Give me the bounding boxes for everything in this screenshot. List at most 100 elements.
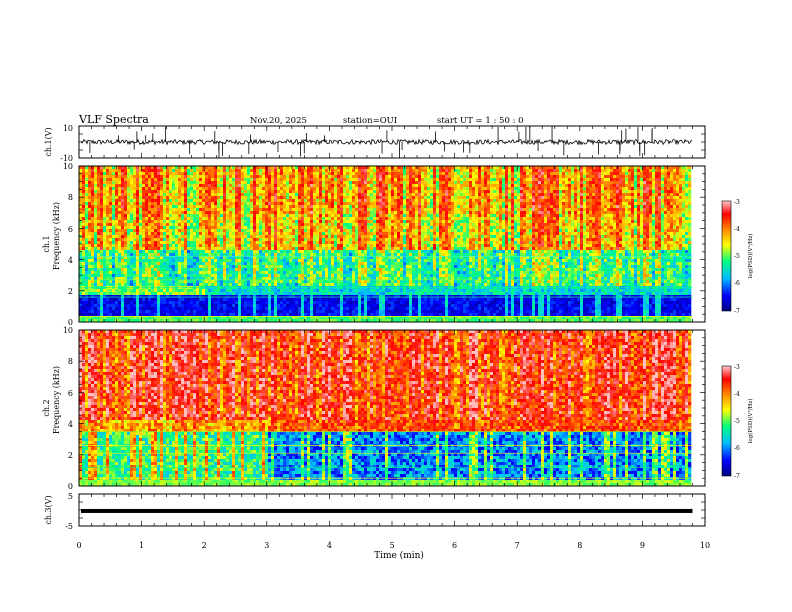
spectrogram-cell [262, 196, 265, 199]
spectrogram-cell [283, 232, 286, 235]
spectrogram-cell [190, 220, 193, 223]
spectrogram-cell [340, 244, 343, 247]
spectrogram-cell [106, 205, 109, 208]
spectrogram-cell [241, 265, 244, 268]
spectrogram-cell [196, 283, 199, 286]
spectrogram-cell [154, 193, 157, 196]
spectrogram-cell [88, 280, 91, 283]
spectrogram-cell [208, 226, 211, 229]
spectrogram-cell [124, 259, 127, 262]
spectrogram-cell [208, 253, 211, 256]
spectrogram-cell [340, 175, 343, 178]
spectrogram-cell [118, 250, 121, 253]
spectrogram-cell [109, 214, 112, 217]
spectrogram-cell [223, 298, 226, 301]
spectrogram-cell [97, 271, 100, 274]
spectrogram-cell [355, 247, 358, 250]
spectrogram-cell [166, 208, 169, 211]
spectrogram-cell [280, 283, 283, 286]
spectrogram-cell [235, 187, 238, 190]
spectrogram-cell [217, 292, 220, 295]
spectrogram-cell [121, 232, 124, 235]
spectrogram-cell [295, 214, 298, 217]
spectrogram-cell [271, 274, 274, 277]
spectrogram-cell [280, 196, 283, 199]
spectrogram-cell [103, 304, 106, 307]
spectrogram-cell [94, 184, 97, 187]
spectrogram-cell [253, 187, 256, 190]
spectrogram-cell [274, 196, 277, 199]
spectrogram-cell [175, 193, 178, 196]
spectrogram-cell [205, 241, 208, 244]
spectrogram-cell [136, 310, 139, 313]
spectrogram-cell [202, 298, 205, 301]
spectrogram-cell [160, 193, 163, 196]
spectrogram-cell [250, 244, 253, 247]
spectrogram-cell [121, 301, 124, 304]
spectrogram-cell [328, 265, 331, 268]
spectrogram-cell [196, 211, 199, 214]
spectrogram-cell [268, 262, 271, 265]
spectrogram-cell [190, 244, 193, 247]
spectrogram-cell [175, 274, 178, 277]
spectrogram-cell [229, 211, 232, 214]
spectrogram-cell [280, 304, 283, 307]
spectrogram-cell [223, 265, 226, 268]
spectrogram-cell [241, 202, 244, 205]
spectrogram-cell [334, 169, 337, 172]
spectrogram-cell [289, 304, 292, 307]
spectrogram-cell [310, 304, 313, 307]
spectrogram-cell [244, 253, 247, 256]
spectrogram-cell [181, 196, 184, 199]
spectrogram-cell [226, 310, 229, 313]
spectrogram-cell [235, 229, 238, 232]
spectrogram-cell [259, 262, 262, 265]
spectrogram-cell [352, 280, 355, 283]
spectrogram-cell [142, 238, 145, 241]
spectrogram-cell [304, 217, 307, 220]
spectrogram-cell [127, 223, 130, 226]
spectrogram-cell [217, 223, 220, 226]
spectrogram-cell [205, 187, 208, 190]
spectrogram-cell [97, 211, 100, 214]
spectrogram-cell [328, 172, 331, 175]
spectrogram-cell [217, 175, 220, 178]
spectrogram-cell [217, 283, 220, 286]
spectrogram-cell [307, 313, 310, 316]
spectrogram-cell [241, 220, 244, 223]
spectrogram-cell [277, 229, 280, 232]
spectrogram-cell [85, 181, 88, 184]
spectrogram-cell [268, 259, 271, 262]
spectrogram-cell [286, 265, 289, 268]
spectrogram-cell [331, 292, 334, 295]
spectrogram-cell [355, 235, 358, 238]
spectrogram-cell [259, 202, 262, 205]
spectrogram-cell [184, 253, 187, 256]
spectrogram-cell [172, 283, 175, 286]
spectrogram-cell [85, 265, 88, 268]
spectrogram-cell [145, 292, 148, 295]
spectrogram-cell [178, 193, 181, 196]
spectrogram-cell [241, 184, 244, 187]
spectrogram-cell [310, 292, 313, 295]
spectrogram-cell [202, 208, 205, 211]
spectrogram-cell [292, 289, 295, 292]
spectrogram-cell [334, 184, 337, 187]
spectrogram-cell [250, 226, 253, 229]
spectrogram-cell [361, 304, 364, 307]
spectrogram-cell [262, 169, 265, 172]
spectrogram-cell [325, 244, 328, 247]
spectrogram-cell [169, 292, 172, 295]
spectrogram-cell [253, 205, 256, 208]
spectrogram-cell [169, 259, 172, 262]
spectrogram-cell [178, 241, 181, 244]
spectrogram-cell [286, 235, 289, 238]
spectrogram-cell [235, 184, 238, 187]
spectrogram-cell [109, 202, 112, 205]
spectrogram-cell [277, 265, 280, 268]
spectrogram-cell [169, 271, 172, 274]
spectrogram-cell [256, 292, 259, 295]
spectrogram-cell [223, 292, 226, 295]
spectrogram-cell [283, 190, 286, 193]
spectrogram-cell [172, 274, 175, 277]
